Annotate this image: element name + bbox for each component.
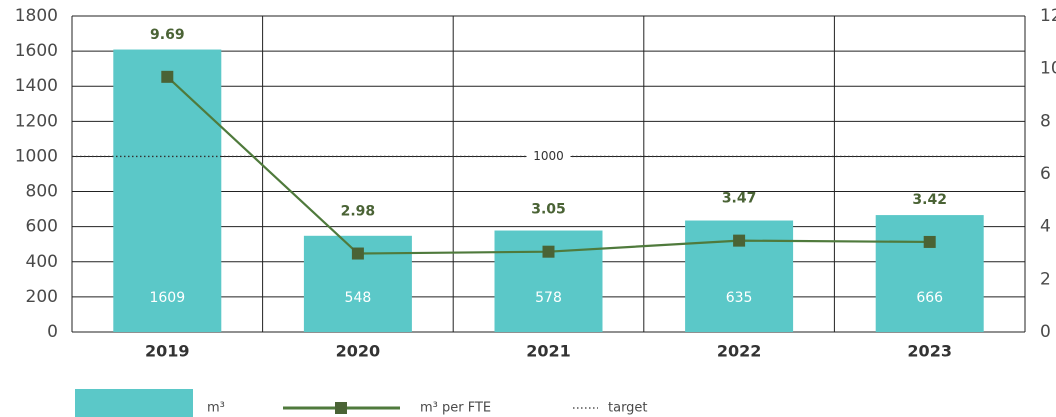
legend-label: m³ per FTE [420, 401, 491, 416]
x-tick-label: 2020 [336, 342, 381, 361]
y-tick-label: 1800 [15, 6, 58, 26]
bar-value-label: 666 [916, 290, 943, 306]
legend-swatch [75, 389, 193, 417]
line-value-label: 2.98 [341, 204, 376, 220]
y2-tick-label: 8 [1040, 111, 1051, 131]
bar-value-label: 635 [726, 290, 753, 306]
bar-value-label: 548 [345, 290, 372, 306]
y2-tick-label: 6 [1040, 164, 1051, 184]
x-tick-label: 2019 [145, 342, 190, 361]
y-tick-label: 1200 [15, 111, 58, 131]
y-tick-label: 1000 [15, 146, 58, 166]
line-marker [923, 235, 936, 248]
y-tick-label: 400 [26, 252, 58, 272]
legend-label: target [608, 401, 648, 416]
line-value-label: 9.69 [150, 27, 185, 43]
line-value-label: 3.05 [531, 202, 566, 218]
y-tick-label: 1400 [15, 76, 58, 96]
x-tick-label: 2022 [717, 342, 762, 361]
legend-label: m³ [207, 401, 225, 416]
x-tick-label: 2021 [526, 342, 571, 361]
line-marker [542, 245, 555, 258]
y-tick-label: 200 [26, 287, 58, 307]
line-marker [733, 234, 746, 247]
y2-tick-label: 0 [1040, 322, 1051, 342]
y-tick-label: 800 [26, 182, 58, 202]
y-tick-label: 600 [26, 217, 58, 237]
y-tick-label: 1600 [15, 41, 58, 61]
bar [875, 215, 984, 332]
y2-tick-label: 10 [1040, 59, 1056, 79]
bar [113, 49, 222, 332]
bar-value-label: 578 [535, 290, 562, 306]
y2-tick-label: 4 [1040, 217, 1051, 237]
line-value-label: 3.42 [912, 192, 947, 208]
line-value-label: 3.47 [722, 191, 757, 207]
line-marker [161, 70, 174, 83]
line-marker [351, 247, 364, 260]
legend-marker [335, 402, 347, 414]
target-label-bg [526, 148, 571, 165]
bar-value-label: 1609 [149, 290, 185, 306]
y2-tick-label: 12 [1040, 6, 1056, 26]
target-label: 1000 [533, 149, 564, 163]
x-tick-label: 2023 [907, 342, 952, 361]
y2-tick-label: 2 [1040, 269, 1051, 289]
y-tick-label: 0 [47, 322, 58, 342]
